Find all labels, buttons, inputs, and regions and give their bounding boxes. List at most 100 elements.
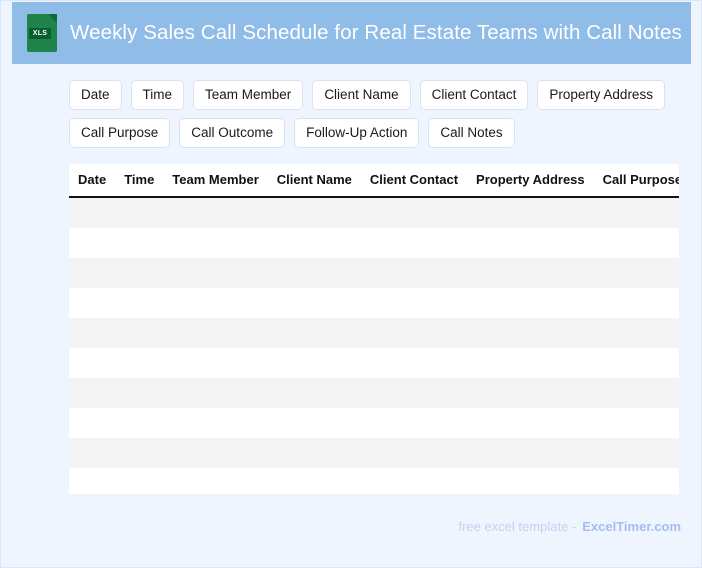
title-bar: XLS Weekly Sales Call Schedule for Real … (12, 2, 691, 64)
table-row[interactable] (69, 468, 679, 494)
grid-cell[interactable] (69, 378, 116, 408)
grid-cell[interactable] (360, 438, 468, 468)
table-row[interactable] (69, 258, 679, 288)
footer-brand-link[interactable]: ExcelTimer.com (582, 519, 681, 534)
column-chip[interactable]: Call Purpose (69, 118, 171, 148)
grid-cell[interactable] (115, 348, 164, 378)
grid-cell[interactable] (360, 468, 468, 494)
grid-cell[interactable] (360, 197, 468, 228)
grid-cell[interactable] (69, 258, 116, 288)
column-chip[interactable]: Team Member (193, 80, 304, 110)
grid-cell[interactable] (163, 408, 268, 438)
grid-cell[interactable] (69, 408, 116, 438)
column-chip[interactable]: Client Contact (419, 80, 529, 110)
table-row[interactable] (69, 348, 679, 378)
grid-cell[interactable] (267, 468, 361, 494)
table-row[interactable] (69, 378, 679, 408)
grid-cell[interactable] (115, 288, 164, 318)
grid-cell[interactable] (69, 348, 116, 378)
grid-cell[interactable] (115, 438, 164, 468)
grid-cell[interactable] (163, 197, 268, 228)
grid-column-header[interactable]: Date (69, 164, 116, 198)
grid-cell[interactable] (593, 378, 679, 408)
grid-cell[interactable] (467, 348, 594, 378)
grid-cell[interactable] (593, 197, 679, 228)
grid-cell[interactable] (467, 378, 594, 408)
grid-cell[interactable] (69, 197, 116, 228)
grid-cell[interactable] (360, 318, 468, 348)
grid-cell[interactable] (593, 228, 679, 258)
grid-cell[interactable] (467, 468, 594, 494)
grid-cell[interactable] (115, 258, 164, 288)
grid-cell[interactable] (467, 408, 594, 438)
grid-cell[interactable] (115, 318, 164, 348)
grid-cell[interactable] (163, 378, 268, 408)
column-chip[interactable]: Call Outcome (179, 118, 286, 148)
grid-column-header[interactable]: Team Member (163, 164, 268, 198)
grid-cell[interactable] (360, 258, 468, 288)
grid-cell[interactable] (115, 468, 164, 494)
grid-cell[interactable] (467, 197, 594, 228)
grid-cell[interactable] (69, 318, 116, 348)
grid-cell[interactable] (593, 348, 679, 378)
table-row[interactable] (69, 318, 679, 348)
grid-cell[interactable] (163, 438, 268, 468)
grid-cell[interactable] (360, 408, 468, 438)
grid-cell[interactable] (467, 258, 594, 288)
grid-column-header[interactable]: Property Address (467, 164, 594, 198)
column-chip[interactable]: Call Notes (428, 118, 515, 148)
grid-cell[interactable] (593, 438, 679, 468)
grid-cell[interactable] (267, 228, 361, 258)
grid-cell[interactable] (163, 348, 268, 378)
grid-cell[interactable] (115, 228, 164, 258)
grid-cell[interactable] (163, 228, 268, 258)
grid-cell[interactable] (267, 408, 361, 438)
grid-cell[interactable] (69, 438, 116, 468)
grid-cell[interactable] (593, 318, 679, 348)
column-chip[interactable]: Property Address (537, 80, 665, 110)
column-chip[interactable]: Client Name (312, 80, 411, 110)
grid-cell[interactable] (115, 378, 164, 408)
grid-cell[interactable] (267, 438, 361, 468)
table-row[interactable] (69, 228, 679, 258)
grid-cell[interactable] (163, 468, 268, 494)
grid-column-header[interactable]: Call Purpose (593, 164, 679, 198)
table-row[interactable] (69, 408, 679, 438)
table-row[interactable] (69, 288, 679, 318)
grid-cell[interactable] (267, 318, 361, 348)
grid-cell[interactable] (467, 438, 594, 468)
grid-cell[interactable] (467, 228, 594, 258)
grid-cell[interactable] (163, 258, 268, 288)
grid-cell[interactable] (467, 288, 594, 318)
grid-cell[interactable] (69, 288, 116, 318)
grid-cell[interactable] (115, 408, 164, 438)
grid-cell[interactable] (360, 228, 468, 258)
grid-cell[interactable] (360, 348, 468, 378)
grid-cell[interactable] (163, 288, 268, 318)
grid-cell[interactable] (360, 378, 468, 408)
grid-column-header[interactable]: Client Name (267, 164, 361, 198)
grid-cell[interactable] (467, 318, 594, 348)
table-row[interactable] (69, 438, 679, 468)
data-grid-container[interactable]: Date Time Team Member Client Name Client Con… (69, 164, 679, 494)
grid-cell[interactable] (115, 197, 164, 228)
table-row[interactable] (69, 197, 679, 228)
grid-cell[interactable] (69, 228, 116, 258)
grid-cell[interactable] (593, 468, 679, 494)
grid-cell[interactable] (69, 468, 116, 494)
grid-cell[interactable] (163, 318, 268, 348)
grid-cell[interactable] (267, 378, 361, 408)
grid-cell[interactable] (360, 288, 468, 318)
column-chip[interactable]: Follow-Up Action (294, 118, 420, 148)
grid-cell[interactable] (267, 348, 361, 378)
column-chip[interactable]: Date (69, 80, 122, 110)
grid-column-header[interactable]: Time (115, 164, 164, 198)
grid-cell[interactable] (267, 258, 361, 288)
grid-cell[interactable] (267, 197, 361, 228)
grid-cell[interactable] (593, 288, 679, 318)
grid-cell[interactable] (267, 288, 361, 318)
grid-cell[interactable] (593, 408, 679, 438)
column-chip[interactable]: Time (130, 80, 185, 110)
grid-cell[interactable] (593, 258, 679, 288)
grid-column-header[interactable]: Client Contact (360, 164, 468, 198)
